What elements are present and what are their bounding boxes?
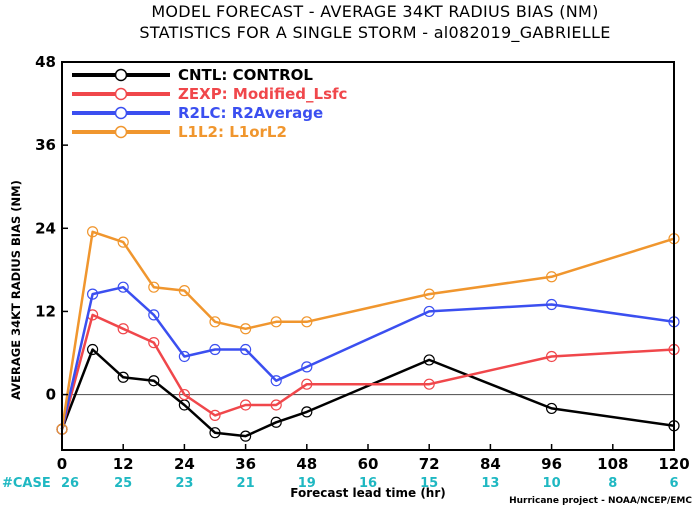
chart-title-line-1: MODEL FORECAST - AVERAGE 34KT RADIUS BIA…: [151, 2, 598, 21]
x-tick-label: 24: [174, 455, 195, 473]
legend-label: R2LC: R2Average: [178, 104, 323, 122]
plot-frame: [61, 61, 675, 451]
legend-label: ZEXP: Modified_Lsfc: [178, 85, 347, 103]
case-count: 26: [61, 476, 79, 491]
data-point: [270, 399, 282, 411]
y-tick-label: 12: [35, 302, 56, 320]
data-point: [301, 378, 313, 390]
data-point: [117, 371, 129, 383]
x-tick-label: 84: [480, 455, 501, 473]
data-point: [423, 305, 435, 318]
legend-entry: CNTL: CONTROL: [72, 66, 313, 84]
x-tick-label: 120: [658, 455, 689, 473]
data-point: [270, 416, 282, 428]
data-point: [545, 402, 558, 415]
data-point: [545, 271, 558, 283]
data-point: [240, 430, 252, 442]
data-point: [270, 316, 282, 328]
series-line: [60, 348, 675, 438]
legend-swatch-marker: [114, 106, 128, 120]
data-point: [178, 350, 190, 363]
data-point: [270, 375, 282, 387]
case-count: 23: [175, 476, 193, 491]
x-tick-label: 12: [113, 455, 134, 473]
data-point: [301, 406, 313, 418]
data-point: [423, 378, 435, 390]
data-point: [148, 337, 160, 349]
x-tick-label: 108: [597, 455, 628, 473]
data-point: [545, 350, 558, 363]
case-count: 8: [608, 476, 617, 491]
series-3: [56, 226, 680, 435]
data-point: [209, 427, 221, 439]
data-point: [209, 343, 221, 356]
legend-entry: R2LC: R2Average: [72, 104, 323, 122]
data-point: [178, 388, 190, 401]
x-tick-label: 96: [541, 455, 562, 473]
case-count: 10: [543, 476, 561, 491]
data-point: [423, 354, 435, 366]
legend-swatch-marker: [114, 125, 128, 139]
legend-swatch-marker: [114, 87, 128, 101]
data-point: [240, 399, 252, 411]
x-tick-label: 36: [235, 455, 256, 473]
case-count: 16: [359, 476, 377, 491]
case-count: 21: [237, 476, 255, 491]
case-count: 13: [481, 476, 499, 491]
x-tick-label: 0: [57, 455, 67, 473]
case-count: 6: [669, 476, 678, 491]
data-point: [117, 323, 129, 335]
case-row-label: #CASE: [2, 476, 51, 491]
data-point: [209, 316, 221, 328]
case-count-row: #CASE 26 25 23 21 19 16 15 13 10 8 6: [2, 476, 679, 491]
y-tick-label: 48: [35, 53, 56, 71]
y-tick-label: 0: [46, 386, 56, 404]
data-point: [86, 226, 99, 238]
series-layer: [56, 226, 680, 442]
data-point: [301, 316, 313, 328]
x-axis-label: Forecast lead time (hr): [290, 486, 446, 500]
data-point: [86, 288, 99, 300]
data-point: [209, 409, 221, 421]
case-count: 19: [298, 476, 316, 491]
legend-label: L1L2: L1orL2: [178, 123, 287, 141]
data-point: [178, 285, 190, 297]
legend-swatch-marker: [114, 68, 128, 82]
data-point: [148, 309, 160, 321]
credit-text: Hurricane project - NOAA/NCEP/EMC: [509, 496, 692, 506]
data-point: [240, 323, 252, 335]
data-point: [240, 343, 252, 356]
data-point: [545, 298, 558, 311]
case-count: 15: [420, 476, 438, 491]
chart-title-line-2: STATISTICS FOR A SINGLE STORM - al082019…: [139, 23, 610, 43]
x-tick-label: 60: [358, 455, 379, 473]
y-tick-label: 36: [35, 136, 56, 154]
data-point: [301, 361, 313, 373]
data-point: [423, 288, 435, 300]
axis-layer: 0 12 24 36 48 60 72 84 96 108 120 0 12 24 36 48: [35, 53, 690, 473]
data-point: [117, 236, 129, 248]
y-tick-label: 24: [35, 219, 56, 237]
series-1: [56, 309, 680, 435]
data-point: [117, 281, 129, 293]
series-2: [56, 281, 680, 435]
x-tick-label: 48: [296, 455, 317, 473]
x-tick-label: 72: [419, 455, 440, 473]
y-axis-label: AVERAGE 34KT RADIUS BIAS (NM): [9, 180, 23, 400]
series-0: [56, 343, 680, 442]
data-point: [148, 375, 160, 387]
legend-label: CNTL: CONTROL: [178, 66, 313, 84]
data-point: [86, 343, 99, 356]
case-count: 25: [114, 476, 132, 491]
series-line: [60, 230, 675, 430]
data-point: [148, 281, 160, 293]
legend-entry: ZEXP: Modified_Lsfc: [72, 85, 347, 103]
legend-entry: L1L2: L1orL2: [72, 123, 287, 141]
plot-area: [56, 61, 680, 451]
